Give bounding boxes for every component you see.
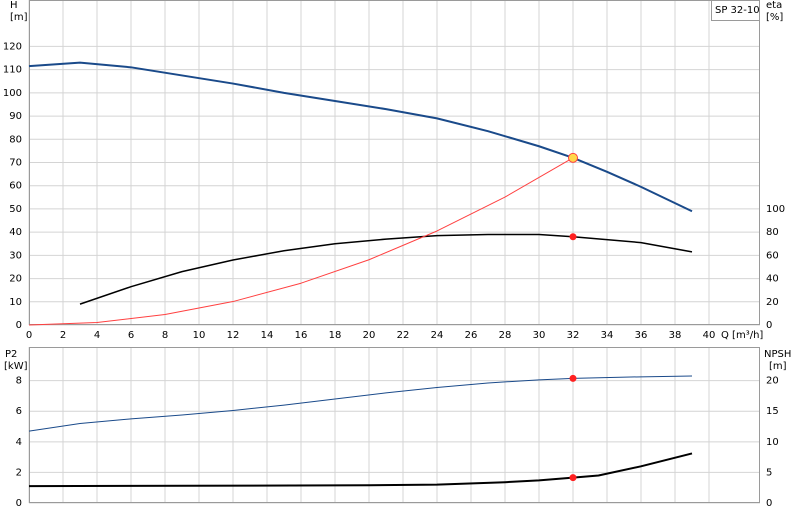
x-tick-label: 34 (601, 330, 614, 341)
curve (79, 233, 693, 305)
duty-point (569, 474, 577, 482)
y2-tick-label: 0 (766, 320, 772, 331)
plot-frame (29, 0, 760, 325)
y-tick-label: 6 (16, 406, 22, 417)
y2-tick-label: 5 (766, 467, 772, 478)
curve (28, 61, 693, 213)
duty-point (569, 374, 577, 382)
y2-tick-label: 10 (766, 437, 779, 448)
y2-tick-label: 20 (766, 297, 779, 308)
plot-frame (29, 347, 760, 503)
y-tick-label: 0 (16, 498, 22, 509)
x-tick-label: 18 (329, 330, 342, 341)
y2-axis-label: eta (766, 0, 782, 11)
y-tick-label: 8 (16, 376, 22, 387)
y-tick-label: 10 (9, 297, 22, 308)
duty-point (569, 233, 577, 241)
y-tick-label: 30 (9, 250, 22, 261)
y-axis-unit: [m] (10, 12, 28, 23)
curve (28, 375, 693, 432)
y-tick-label: 60 (9, 181, 22, 192)
x-tick-label: 12 (227, 330, 240, 341)
x-tick-label: 6 (128, 330, 134, 341)
x-tick-label: 32 (567, 330, 580, 341)
y2-tick-label: 20 (766, 376, 779, 387)
y-tick-label: 0 (16, 320, 22, 331)
x-tick-label: 14 (261, 330, 274, 341)
y-axis-label: H (10, 0, 18, 11)
x-tick-label: 4 (94, 330, 100, 341)
x-axis-label: Q [m³/h] (721, 330, 763, 341)
x-tick-label: 20 (363, 330, 376, 341)
y2-tick-label: 15 (766, 406, 779, 417)
y-tick-label: 90 (9, 111, 22, 122)
chart-title: SP 32-10 (715, 5, 760, 16)
x-tick-label: 0 (26, 330, 32, 341)
y2-axis-label: NPSH (764, 349, 791, 360)
y-tick-label: 100 (3, 88, 22, 99)
curve (28, 157, 574, 326)
y-tick-label: 110 (3, 65, 22, 76)
duty-point (568, 152, 578, 163)
y2-tick-label: 40 (766, 274, 779, 285)
x-tick-label: 26 (465, 330, 478, 341)
x-tick-label: 16 (295, 330, 308, 341)
x-tick-label: 2 (60, 330, 66, 341)
y2-tick-label: 60 (766, 250, 779, 261)
y-tick-label: 70 (9, 158, 22, 169)
y2-tick-label: 100 (766, 204, 785, 215)
y-axis-unit: [kW] (4, 361, 28, 372)
y-tick-label: 4 (16, 437, 22, 448)
x-tick-label: 28 (499, 330, 512, 341)
y-tick-label: 80 (9, 134, 22, 145)
y-tick-label: 40 (9, 227, 22, 238)
x-tick-label: 40 (703, 330, 716, 341)
curve (28, 452, 693, 488)
x-tick-label: 24 (431, 330, 444, 341)
title-box (711, 0, 760, 21)
x-tick-label: 30 (533, 330, 546, 341)
x-tick-label: 8 (162, 330, 168, 341)
y-tick-label: 50 (9, 204, 22, 215)
y2-axis-unit: [%] (766, 12, 783, 23)
y-tick-label: 120 (3, 41, 22, 52)
y-tick-label: 2 (16, 467, 22, 478)
x-tick-label: 10 (193, 330, 206, 341)
y2-tick-label: 0 (766, 498, 772, 509)
y-axis-label: P2 (5, 349, 17, 360)
x-tick-label: 38 (669, 330, 682, 341)
y2-axis-unit: [m] (769, 361, 787, 372)
y2-tick-label: 80 (766, 227, 779, 238)
x-tick-label: 36 (635, 330, 648, 341)
y-tick-label: 20 (9, 274, 22, 285)
x-tick-label: 22 (397, 330, 410, 341)
